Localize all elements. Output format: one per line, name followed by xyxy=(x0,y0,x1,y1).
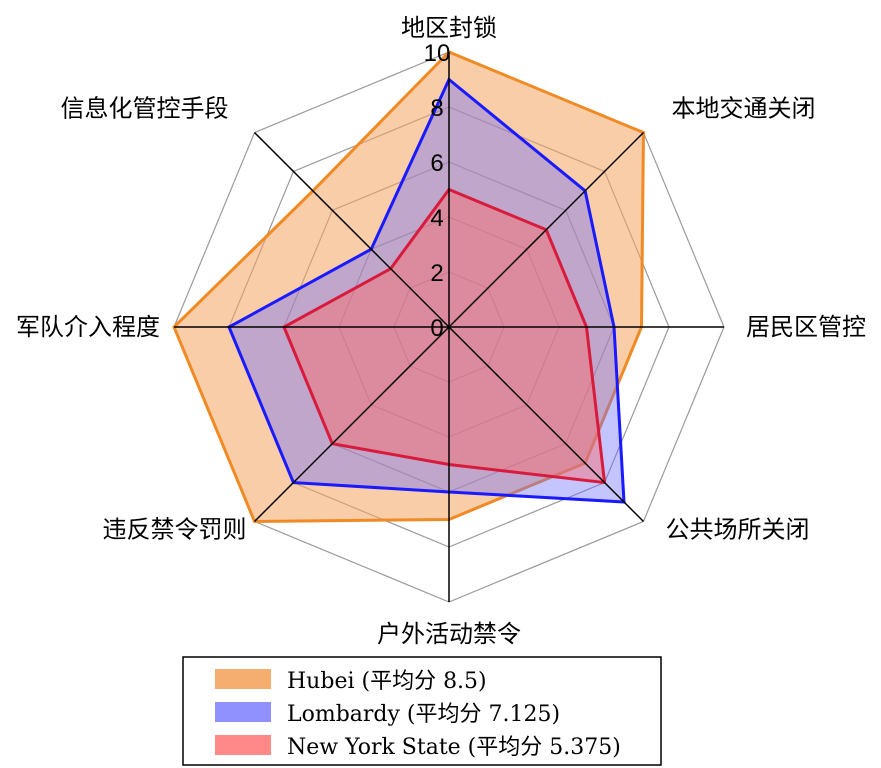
axis-label: 公共场所关闭 xyxy=(665,515,809,543)
legend-entry: Hubei (平均分 8.5) xyxy=(287,669,487,694)
axis-label: 地区封锁 xyxy=(401,14,497,42)
axis-label: 信息化管控手段 xyxy=(61,95,229,123)
legend-swatch xyxy=(215,669,271,689)
radar-tick-labels: 0 2 4 6 8 10 xyxy=(424,40,451,342)
axis-label: 违反禁令罚则 xyxy=(103,515,247,543)
tick-label: 6 xyxy=(430,150,443,177)
spoke-1 xyxy=(448,132,644,328)
axis-label: 户外活动禁令 xyxy=(377,620,521,648)
legend-entry: New York State (平均分 5.375) xyxy=(287,735,621,760)
legend-swatch xyxy=(215,735,271,755)
legend-entry: Lombardy (平均分 7.125) xyxy=(287,702,560,727)
spoke-7 xyxy=(254,132,450,328)
tick-label: 8 xyxy=(430,95,443,122)
axis-label: 本地交通关闭 xyxy=(671,95,815,123)
axis-label: 居民区管控 xyxy=(746,313,866,341)
tick-label: 10 xyxy=(424,40,451,67)
tick-label: 4 xyxy=(430,205,443,232)
tick-label: 0 xyxy=(430,315,443,342)
tick-label: 2 xyxy=(430,260,443,287)
legend-swatch xyxy=(215,702,271,722)
radar-spokes xyxy=(174,52,724,602)
spoke-3 xyxy=(448,326,644,522)
axis-label: 军队介入程度 xyxy=(16,313,160,341)
spoke-5 xyxy=(254,326,450,522)
legend: Hubei (平均分 8.5) Lombardy (平均分 7.125) New Y… xyxy=(182,656,662,766)
